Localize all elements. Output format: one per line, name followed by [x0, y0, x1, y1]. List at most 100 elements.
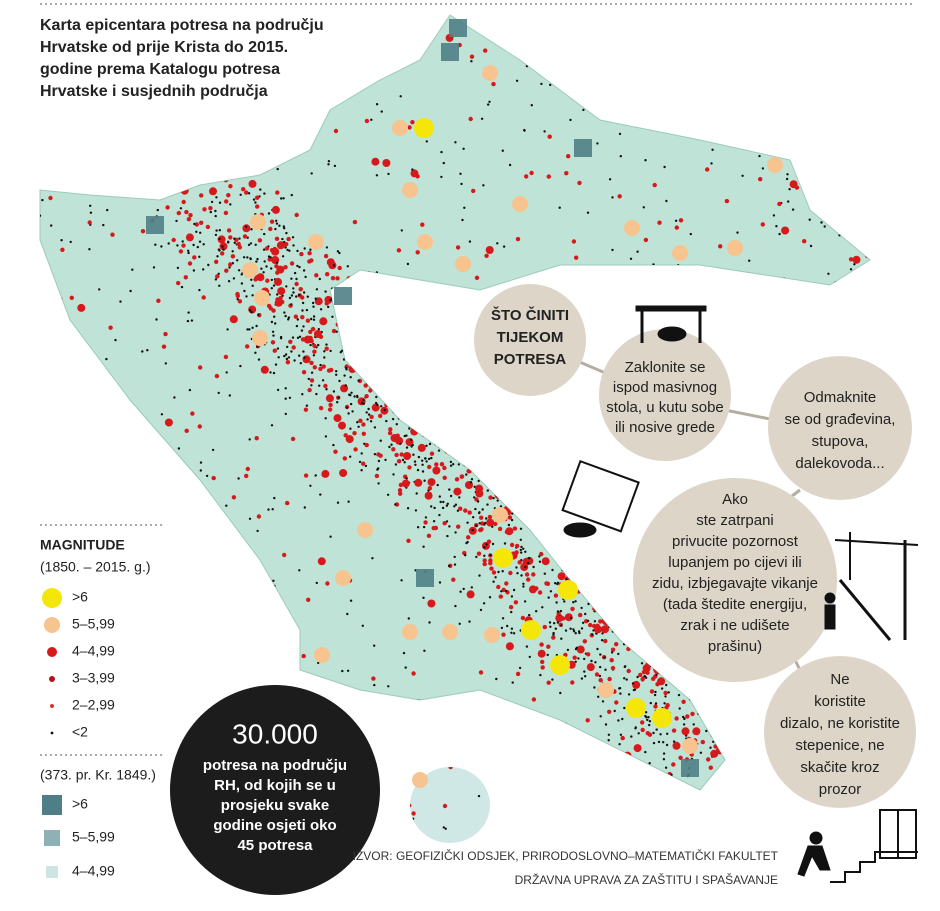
- epicenter-dot: [445, 504, 449, 507]
- epicenter-dot: [681, 799, 684, 802]
- epicenter-dot: [818, 163, 823, 168]
- epicenter-dot: [767, 803, 770, 806]
- epicenter-dot: [539, 551, 544, 557]
- epicenter-dot: [745, 135, 748, 138]
- epicenter-dot: [478, 522, 481, 525]
- epicenter-dot: [815, 331, 821, 336]
- epicenter-dot: [453, 563, 457, 566]
- epicenter-dot: [324, 35, 327, 39]
- epicenter-dot: [526, 577, 531, 582]
- epicenter-dot: [537, 508, 543, 514]
- epicenter-dot: [125, 720, 128, 724]
- epicenter-dot: [511, 512, 514, 515]
- epicenter-dot: [277, 356, 280, 359]
- epicenter-dot: [377, 467, 380, 470]
- epicenter-dot: [427, 457, 431, 461]
- epicenter-dot: [524, 772, 527, 775]
- epicenter-dot: [486, 518, 495, 527]
- epicenter-dot: [336, 19, 340, 23]
- epicenter-dot: [512, 588, 516, 592]
- epicenter-dot: [517, 511, 523, 516]
- epicenter-dot: [640, 677, 645, 682]
- epicenter-dot: [233, 241, 236, 244]
- epicenter-dot: [726, 744, 729, 748]
- epicenter-dot: [309, 123, 313, 126]
- epicenter-dot: [856, 549, 859, 552]
- epicenter-dot: [555, 614, 564, 623]
- epicenter-dot: [283, 265, 288, 270]
- epicenter-dot: [284, 314, 287, 318]
- epicenter-dot: [690, 675, 694, 678]
- epicenter-dot: [267, 212, 271, 215]
- epicenter-dot: [650, 654, 654, 658]
- epicenter-dot: [633, 644, 637, 647]
- epicenter-dot: [724, 198, 730, 204]
- epicenter-dot: [626, 668, 631, 674]
- epicenter-dot: [421, 421, 424, 424]
- epicenter-dot: [713, 49, 717, 53]
- epicenter-dot: [414, 396, 417, 399]
- epicenter-dot: [319, 308, 323, 311]
- epicenter-dot: [749, 403, 754, 408]
- epicenter-dot: [224, 268, 229, 273]
- epicenter-dot: [403, 452, 412, 460]
- epicenter-dot: [406, 419, 409, 422]
- epicenter-dot: [548, 801, 551, 804]
- epicenter-dot: [524, 550, 527, 553]
- epicenter-dot: [273, 257, 279, 262]
- epicenter-dot: [649, 661, 652, 664]
- legend-label: 5–5,99: [72, 616, 115, 632]
- epicenter-dot: [338, 421, 346, 430]
- epicenter-dot: [441, 415, 445, 418]
- epicenter-dot: [580, 677, 584, 680]
- epicenter-dot: [276, 167, 279, 171]
- epicenter-dot: [271, 508, 274, 511]
- epicenter-dot: [611, 248, 614, 252]
- epicenter-dot: [541, 557, 550, 566]
- epicenter-dot: [248, 179, 257, 188]
- epicenter-dot: [672, 673, 676, 677]
- epicenter-dot: [377, 459, 381, 463]
- epicenter-dot: [40, 462, 45, 467]
- epicenter-dot: [554, 730, 557, 734]
- epicenter-dot: [214, 278, 218, 281]
- epicenter-dot: [508, 570, 513, 576]
- epicenter-dot: [275, 219, 278, 222]
- epicenter-dot: [103, 579, 107, 583]
- epicenter-dot: [636, 675, 639, 679]
- epicenter-dot: [479, 467, 488, 476]
- icon-person: [809, 831, 823, 845]
- epicenter-dot: [193, 675, 197, 678]
- epicenter-dot: [406, 538, 411, 543]
- epicenter-dot: [303, 473, 309, 478]
- epicenter-dot: [328, 402, 333, 408]
- epicenter-dot: [440, 150, 443, 154]
- epicenter-dot: [472, 450, 481, 459]
- epicenter-dot: [301, 309, 304, 312]
- epicenter-dot: [642, 664, 651, 673]
- epicenter-dot: [446, 502, 449, 505]
- epicenter-dot: [212, 656, 218, 661]
- epicenter-dot: [305, 73, 310, 79]
- epicenter-dot: [489, 553, 492, 557]
- land: [39, 14, 871, 791]
- epicenter-dot: [395, 311, 400, 316]
- epicenter-dot: [274, 227, 277, 231]
- epicenter-dot: [531, 739, 534, 742]
- epicenter-dot: [796, 34, 799, 38]
- epicenter-dot: [716, 272, 720, 275]
- epicenter-dot: [803, 312, 808, 317]
- epicenter-dot: [478, 670, 484, 675]
- epicenter-dot: [375, 174, 379, 177]
- epicenter-dot: [689, 684, 694, 689]
- epicenter-dot: [498, 487, 501, 490]
- epicenter-dot: [586, 619, 590, 623]
- epicenter-dot: [386, 493, 390, 496]
- epicenter-dot: [593, 686, 596, 689]
- epicenter-dot: [244, 225, 248, 228]
- epicenter-dot: [548, 621, 552, 624]
- epicenter-dot: [569, 627, 572, 630]
- epicenter-dot: [549, 625, 552, 628]
- tip-text: stola, u kutu sobe: [606, 399, 724, 416]
- epicenter-dot: [309, 258, 314, 263]
